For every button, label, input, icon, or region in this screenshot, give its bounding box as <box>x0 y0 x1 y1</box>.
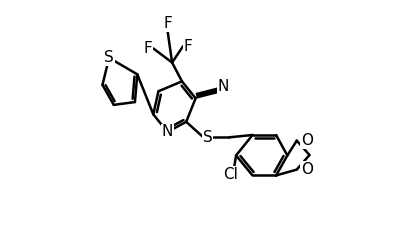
Text: F: F <box>184 39 193 54</box>
Text: F: F <box>163 16 172 31</box>
Text: Cl: Cl <box>224 167 238 182</box>
Text: S: S <box>104 50 114 65</box>
Text: S: S <box>203 130 213 145</box>
Text: N: N <box>162 124 173 139</box>
Text: O: O <box>301 162 313 177</box>
Text: O: O <box>301 133 313 148</box>
Text: N: N <box>217 79 229 94</box>
Text: F: F <box>144 41 152 56</box>
